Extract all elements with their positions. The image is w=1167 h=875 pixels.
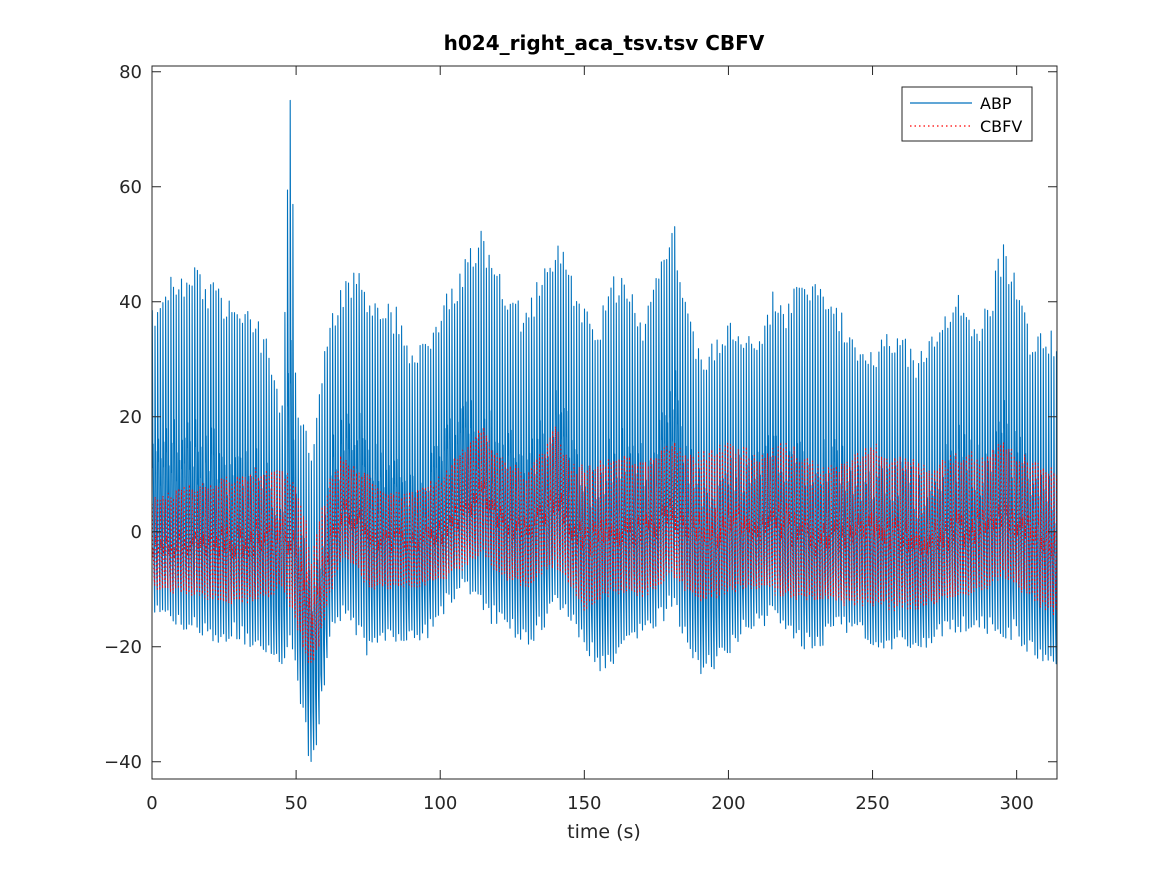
- series-layer: [152, 99, 1057, 763]
- y-tick-label: 20: [119, 407, 142, 428]
- plot-frame: [151, 65, 1058, 780]
- y-tick-label: −40: [104, 752, 142, 773]
- series-line-cbfv: [152, 426, 1057, 663]
- y-tick-label: 60: [119, 177, 142, 198]
- y-tick-label: 80: [119, 62, 142, 83]
- y-tick-label: 40: [119, 292, 142, 313]
- legend-label-abp: ABP: [980, 94, 1012, 113]
- x-tick-label: 250: [855, 793, 889, 814]
- x-tick-label: 100: [423, 793, 457, 814]
- series-line-abp: [152, 99, 1057, 763]
- x-axis-label: time (s): [567, 821, 641, 843]
- ticks-layer: 0 50 100 150 200 250 300 −40 −20 0 20 40 60 80: [104, 62, 1057, 814]
- x-tick-label: 300: [999, 793, 1033, 814]
- y-tick-label: 0: [131, 522, 142, 543]
- x-tick-label: 200: [711, 793, 745, 814]
- legend: ABP CBFV: [901, 86, 1033, 142]
- x-tick-label: 50: [285, 793, 308, 814]
- x-tick-label: 0: [146, 793, 157, 814]
- legend-box: [901, 86, 1033, 142]
- chart-title: h024_right_aca_tsv.tsv CBFV: [444, 31, 765, 55]
- x-tick-label: 150: [567, 793, 601, 814]
- y-tick-label: −20: [104, 637, 142, 658]
- legend-label-cbfv: CBFV: [980, 117, 1022, 136]
